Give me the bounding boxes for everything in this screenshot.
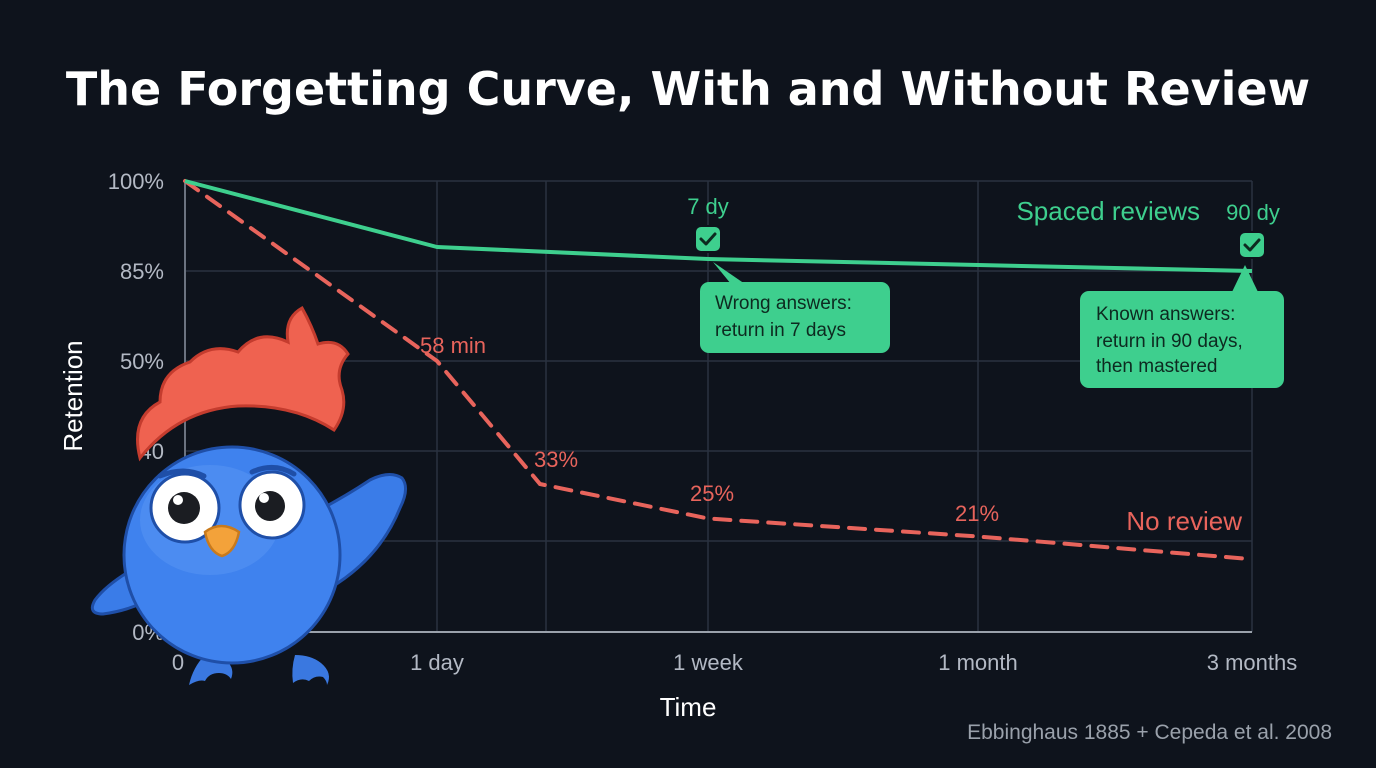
spaced-annotation-90-day: 90 dy: [1226, 200, 1280, 225]
series-line-spaced: [184, 179, 1253, 273]
no-review-annotation: 58 min: [420, 333, 486, 358]
source-citation: Ebbinghaus 1885 + Cepeda et al. 2008: [967, 721, 1332, 744]
callout-line: then mastered: [1096, 356, 1217, 377]
callout-line: return in 90 days,: [1096, 331, 1243, 352]
callout-known-answers: Known answers: return in 90 days, then m…: [1080, 265, 1284, 388]
check-marker-90-day: [1238, 231, 1266, 259]
x-tick-label: 1 week: [673, 650, 744, 675]
callout-line: return in 7 days: [715, 320, 846, 341]
no-review-annotation: 21%: [955, 501, 999, 526]
check-icon: [699, 232, 717, 246]
chart-title: The Forgetting Curve, With and Without R…: [66, 62, 1310, 116]
callout-line: Known answers:: [1096, 304, 1235, 325]
no-review-annotation: 25%: [690, 481, 734, 506]
check-icon: [1243, 238, 1261, 252]
x-tick-label: 0: [172, 650, 184, 675]
legend-spaced-reviews: Spaced reviews: [1016, 196, 1200, 226]
x-tick-label: 1 month: [938, 650, 1018, 675]
x-tick-label: 1 day: [410, 650, 464, 675]
no-review-annotation: 33%: [534, 447, 578, 472]
y-tick-label: 100%: [108, 169, 164, 194]
legend-no-review: No review: [1126, 506, 1242, 536]
callout-line: Wrong answers:: [715, 293, 852, 314]
y-tick-label: 50%: [120, 349, 164, 374]
chart-grid: [184, 180, 1253, 633]
blue-bird-mascot-icon: [90, 305, 407, 685]
callout-wrong-answers: Wrong answers: return in 7 days: [700, 262, 890, 353]
x-tick-label: 3 months: [1207, 650, 1298, 675]
y-axis-label: Retention: [58, 340, 88, 451]
y-tick-label: 85%: [120, 259, 164, 284]
spaced-annotation-7-day: 7 dy: [687, 194, 729, 219]
x-axis-label: Time: [660, 692, 717, 722]
check-marker-7-day: [694, 225, 722, 253]
series-line-no-review: [183, 179, 1254, 562]
